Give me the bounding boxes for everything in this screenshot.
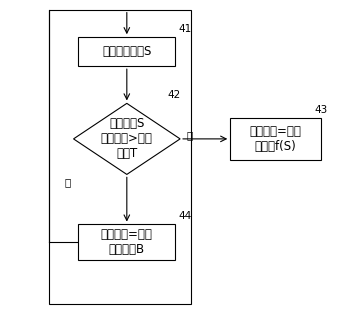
Polygon shape <box>74 103 180 174</box>
Text: 是: 是 <box>187 131 193 141</box>
Text: 43: 43 <box>314 105 327 115</box>
Text: 限电流值=高限
电流值f(S): 限电流值=高限 电流值f(S) <box>250 125 301 153</box>
Text: 坡度变化S
持续时间>时间
限制T: 坡度变化S 持续时间>时间 限制T <box>101 117 153 161</box>
Text: 41: 41 <box>178 24 192 34</box>
FancyBboxPatch shape <box>79 224 175 260</box>
Text: 检知坡度变化S: 检知坡度变化S <box>102 45 151 58</box>
Text: 限电流值=正常
限电流值B: 限电流值=正常 限电流值B <box>101 228 153 256</box>
FancyBboxPatch shape <box>79 37 175 66</box>
Text: 44: 44 <box>178 211 192 221</box>
FancyBboxPatch shape <box>230 118 321 160</box>
Text: 否: 否 <box>64 178 70 188</box>
Text: 42: 42 <box>167 90 180 100</box>
